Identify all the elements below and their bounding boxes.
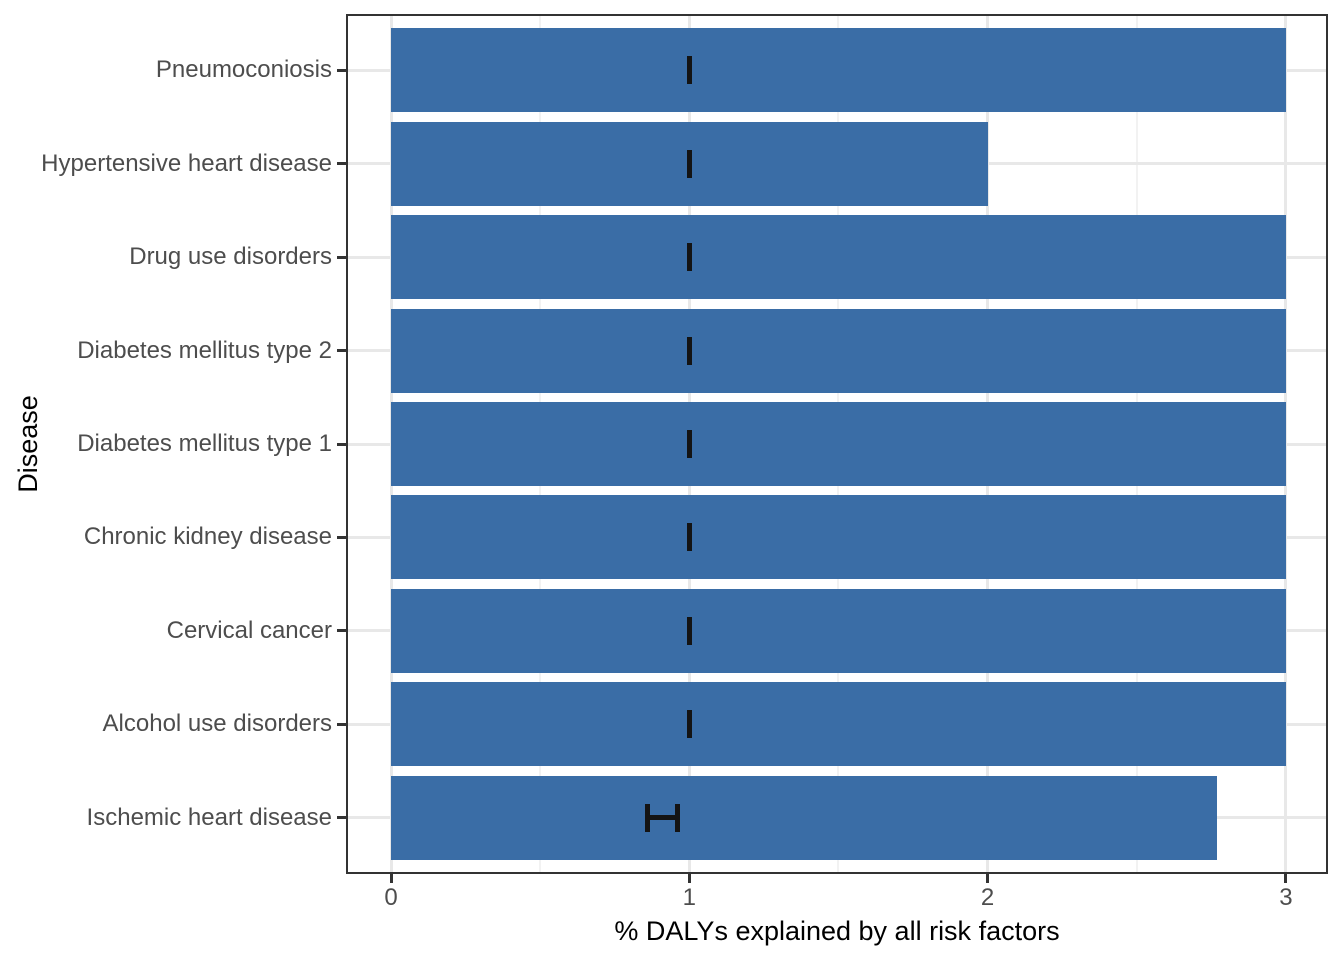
y-category-label: Alcohol use disorders: [102, 710, 332, 738]
bar: [391, 682, 1286, 767]
x-tick-mark: [389, 874, 393, 883]
y-category-label: Pneumoconiosis: [155, 56, 332, 84]
y-tick-mark: [337, 816, 346, 820]
error-bar-cap: [674, 803, 680, 832]
bar: [391, 495, 1286, 580]
x-tick-label: 0: [384, 884, 398, 911]
error-bar-point: [686, 710, 692, 739]
y-tick-mark: [337, 68, 346, 72]
y-category-label: Hypertensive heart disease: [41, 149, 332, 177]
y-category-label: Diabetes mellitus type 2: [77, 336, 332, 364]
y-category-label: Ischemic heart disease: [86, 803, 332, 831]
y-category-label: Drug use disorders: [129, 243, 332, 271]
plot-panel: [346, 14, 1328, 874]
x-tick-mark: [986, 874, 990, 883]
error-bar-point: [686, 336, 692, 365]
y-category-label: Chronic kidney disease: [83, 523, 332, 551]
x-tick-label: 1: [682, 884, 696, 911]
error-bar-point: [686, 149, 692, 178]
error-bar-cap: [645, 803, 651, 832]
x-tick-label: 3: [1279, 884, 1293, 911]
x-tick-mark: [687, 874, 691, 883]
error-bar-line: [647, 815, 678, 821]
error-bar-point: [686, 243, 692, 272]
y-tick-mark: [337, 442, 346, 446]
bar: [391, 308, 1286, 393]
y-tick-mark: [337, 722, 346, 726]
y-tick-mark: [337, 162, 346, 166]
bar: [391, 215, 1286, 300]
y-category-label: Cervical cancer: [166, 616, 332, 644]
bar: [391, 28, 1286, 113]
x-tick-label: 2: [980, 884, 995, 911]
y-tick-mark: [337, 255, 346, 259]
error-bar-point: [686, 430, 692, 458]
y-tick-mark: [337, 629, 346, 633]
bar: [391, 402, 1286, 486]
y-category-label: Diabetes mellitus type 1: [77, 430, 332, 457]
x-tick-mark: [1284, 874, 1288, 883]
error-bar-point: [686, 56, 692, 85]
error-bar-point: [686, 523, 692, 552]
y-tick-mark: [337, 349, 346, 353]
bar: [391, 588, 1286, 673]
y-tick-mark: [337, 535, 346, 539]
bar: [391, 775, 1218, 860]
y-axis-title: Disease: [13, 395, 43, 493]
error-bar-point: [686, 616, 692, 645]
x-axis-title: % DALYs explained by all risk factors: [614, 916, 1060, 946]
